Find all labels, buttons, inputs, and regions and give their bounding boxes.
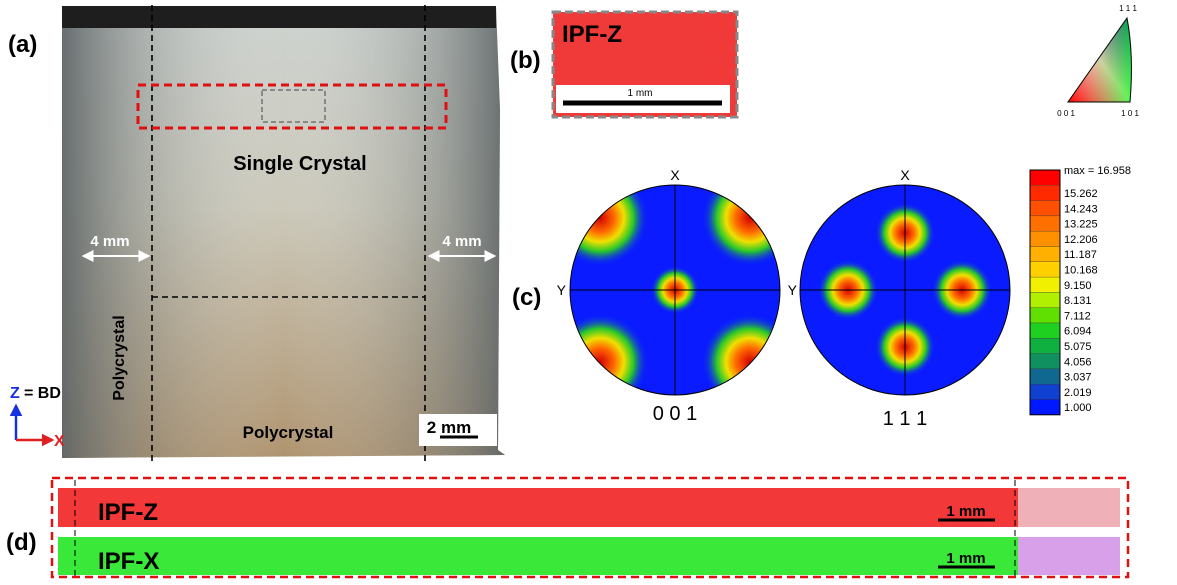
sample-photo [62, 6, 505, 458]
colorbar-label: 11.187 [1064, 249, 1097, 261]
colorbar-band [1030, 308, 1060, 323]
map-title: IPF-Z [98, 499, 158, 526]
width-label: 4 mm [442, 233, 481, 250]
panel-label: (a) [8, 31, 37, 58]
map-title: IPF-X [98, 548, 159, 575]
ipf-map-poly [1018, 537, 1120, 575]
colorbar-label: 7.112 [1064, 310, 1091, 322]
colorbar-band [1030, 170, 1060, 185]
key-label: 1 0 1 [1121, 109, 1139, 118]
panel-label: (d) [6, 529, 37, 556]
colorbar-label: 9.150 [1064, 280, 1092, 292]
colorbar-label: 10.168 [1064, 264, 1098, 276]
pole-axis-label: X [670, 167, 680, 183]
colorbar-label: max = 16.958 [1064, 165, 1131, 177]
key-label: 0 0 1 [1057, 109, 1075, 118]
pole-axis-label: Y [788, 282, 798, 298]
colorbar-label: 3.037 [1064, 372, 1092, 384]
region-label: Polycrystal [111, 315, 128, 400]
colorbar-band [1030, 400, 1060, 415]
panel-label: (c) [512, 284, 541, 311]
axis-x: X [54, 433, 65, 450]
colorbar-label: 14.243 [1064, 203, 1098, 215]
ipf-key [1068, 18, 1131, 102]
colorbar-band [1030, 231, 1060, 246]
colorbar-label: 1.000 [1064, 402, 1092, 414]
colorbar-band [1030, 354, 1060, 369]
scale-label: 1 mm [946, 503, 985, 520]
pole-title: 1 1 1 [883, 408, 927, 430]
colorbar-band [1030, 369, 1060, 384]
colorbar: max = 16.958 15.262 14.243 13.225 12.206 11.1… [1030, 165, 1131, 415]
colorbar-band [1030, 216, 1060, 231]
scale-label: 1 mm [628, 88, 653, 99]
pole-axis-label: Y [557, 282, 567, 298]
colorbar-label: 13.225 [1064, 219, 1098, 231]
width-label: 4 mm [90, 233, 129, 250]
ipf-map-poly [1018, 488, 1120, 527]
colorbar-band [1030, 247, 1060, 262]
colorbar-band [1030, 323, 1060, 338]
axis-z: Z [10, 385, 20, 402]
colorbar-label: 4.056 [1064, 356, 1092, 368]
colorbar-label: 8.131 [1064, 295, 1092, 307]
key-label: 1 1 1 [1119, 4, 1137, 13]
scale-label: 2 mm [427, 418, 471, 437]
pole-axis-label: X [900, 167, 910, 183]
pole-title: 0 0 1 [653, 403, 697, 425]
colorbar-band [1030, 384, 1060, 399]
colorbar-label: 2.019 [1064, 387, 1092, 399]
colorbar-label: 15.262 [1064, 188, 1098, 200]
figure: (a) Single Crystal 4 mm 4 mm Polycrystal… [0, 0, 1177, 585]
colorbar-label: 5.075 [1064, 341, 1092, 353]
axis-z-suffix: = BD [24, 385, 61, 402]
colorbar-band [1030, 292, 1060, 307]
panel-label: (b) [510, 47, 541, 74]
colorbar-band [1030, 338, 1060, 353]
colorbar-band [1030, 277, 1060, 292]
colorbar-label: 12.206 [1064, 234, 1098, 246]
colorbar-band [1030, 185, 1060, 200]
map-title: IPF-Z [562, 21, 622, 48]
region-label: Single Crystal [233, 153, 366, 175]
colorbar-label: 6.094 [1064, 326, 1092, 338]
colorbar-band [1030, 201, 1060, 216]
region-label: Polycrystal [243, 423, 334, 442]
scale-label: 1 mm [946, 550, 985, 567]
colorbar-band [1030, 262, 1060, 277]
